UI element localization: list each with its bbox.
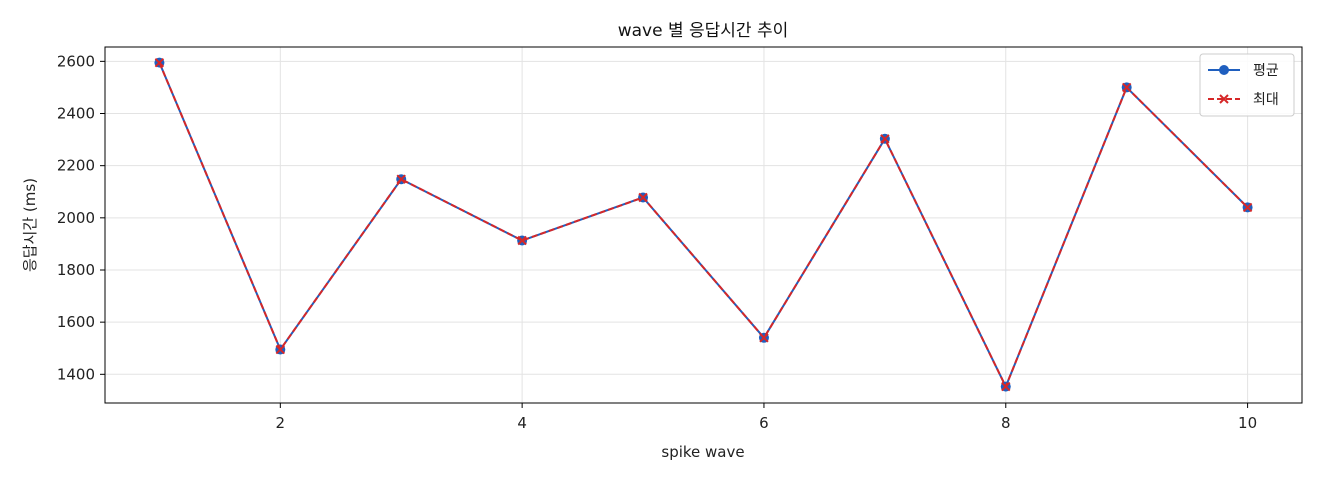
y-tick-label: 2200: [57, 157, 95, 175]
legend-marker-x: [1219, 94, 1229, 104]
x-axis-title: spike wave: [661, 443, 744, 461]
data-point: [759, 333, 769, 343]
legend-label: 최대: [1253, 92, 1279, 108]
legend-label: 평균: [1253, 63, 1279, 79]
y-tick-label: 2600: [57, 52, 95, 70]
data-point: [638, 192, 648, 203]
data-point: [880, 134, 890, 144]
y-tick-label: 2000: [57, 209, 95, 227]
series-layer: [154, 57, 1253, 392]
y-axis: 1400 1600 1800 2000 2200 2400 2600: [57, 52, 105, 383]
y-tick-label: 1800: [57, 261, 95, 279]
x-tick-label: 2: [276, 414, 286, 432]
data-point: [517, 235, 527, 246]
series-line: [158, 62, 1249, 388]
data-point: [1121, 82, 1132, 93]
y-tick-label: 2400: [57, 105, 95, 123]
plot-area-frame: [104, 46, 1303, 404]
y-tick-label: 1600: [57, 313, 95, 331]
data-point: [1001, 381, 1011, 392]
data-point: [154, 57, 165, 68]
x-tick-label: 10: [1238, 414, 1257, 432]
x-tick-label: 8: [1001, 414, 1011, 432]
legend-box: [1199, 53, 1295, 117]
x-tick-label: 4: [517, 414, 527, 432]
chart-title: wave 별 응답시간 추이: [618, 21, 789, 41]
series-2: [154, 57, 1253, 392]
legend-marker-circle: [1219, 65, 1229, 75]
x-axis: 2 4 6 8 10: [276, 403, 1257, 432]
data-point: [1242, 202, 1253, 213]
data-point: [396, 174, 406, 184]
grid: [105, 47, 1302, 403]
y-axis-title: 응답시간 (ms): [21, 178, 39, 272]
y-tick-label: 1400: [57, 365, 95, 383]
data-point: [275, 344, 286, 355]
x-tick-label: 6: [759, 414, 769, 432]
